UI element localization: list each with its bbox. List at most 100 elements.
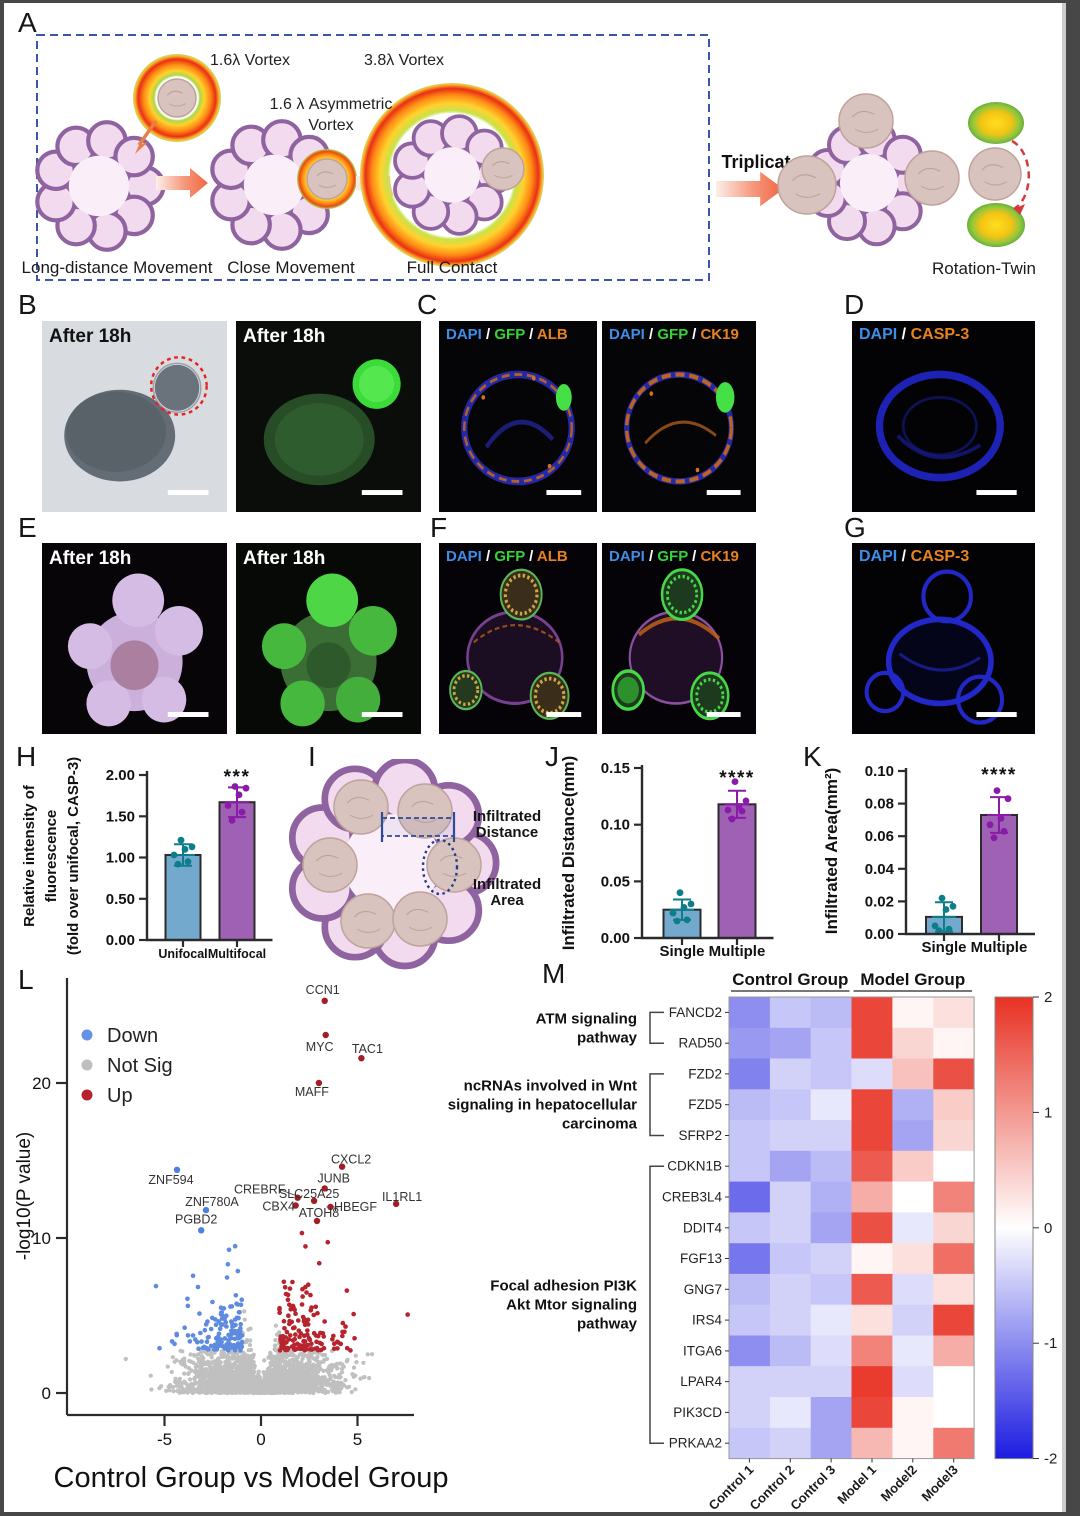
heatmap-cell <box>892 1150 934 1182</box>
panel-letter-d: D <box>844 289 865 320</box>
stain-header: DAPI / GFP / CK19 <box>609 548 739 565</box>
infiltrated-area-annotation <box>421 838 459 896</box>
heatmap-cell <box>892 997 934 1029</box>
heatmap-row-label: ITGA6 <box>683 1343 722 1358</box>
heatmap-cell <box>729 1058 771 1090</box>
panel-letter-m: M <box>542 958 566 989</box>
heatmap-cell <box>851 997 893 1029</box>
heatmap-cell <box>892 1212 934 1244</box>
gene-point-IL1RL1 <box>392 1200 400 1208</box>
heatmap-cell <box>892 1058 934 1090</box>
heatmap-cell <box>810 1150 852 1182</box>
gene-label-CBX4: CBX4 <box>262 1200 295 1214</box>
heatmap-cell <box>851 1027 893 1059</box>
heatmap-cell <box>933 1335 975 1367</box>
legend-dot-not-sig <box>81 1059 93 1071</box>
row-group-bracket <box>649 1011 664 1044</box>
panel-letter-k: K <box>803 741 822 772</box>
heatmap-cell <box>851 1366 893 1398</box>
heatmap-row-label: FGF13 <box>680 1251 722 1266</box>
heatmap-cell <box>769 1181 812 1213</box>
pathway-group-label: Focal adhesion PI3K <box>490 1278 637 1295</box>
legend-dot-down <box>81 1029 93 1041</box>
panel-letter-b: B <box>18 289 37 320</box>
pathway-group-label: Akt Mtor signaling <box>506 1297 637 1314</box>
stain-alb: ALB <box>536 326 568 343</box>
heatmap-cell <box>933 1212 975 1244</box>
heatmap-cell <box>810 1335 852 1367</box>
gene-point-CXCL2 <box>338 1163 346 1170</box>
heatmap-row-label: PRKAA2 <box>669 1436 722 1451</box>
tumor-spheroid <box>968 147 1022 201</box>
gene-label-CXCL2: CXCL2 <box>331 1153 371 1167</box>
scale-bar <box>546 712 582 718</box>
gene-label-ATOH8: ATOH8 <box>299 1206 340 1220</box>
x-axis-label: Control Group vs Model Group <box>54 1462 449 1494</box>
heatmap-cell <box>729 1120 771 1152</box>
heatmap-cell <box>892 1427 934 1459</box>
data-points <box>986 787 1012 842</box>
heatmap-row-label: CREB3L4 <box>662 1190 723 1205</box>
heatmap-cell <box>769 1304 812 1336</box>
x-tick-label: 5 <box>353 1430 362 1449</box>
vortex2-label-line2: Vortex <box>308 117 353 134</box>
heatmap-cell <box>810 1212 852 1244</box>
pathway-heatmap: FANCD2 RAD50 FZD2 FZD5 SFRP2 CDKN1B CREB… <box>448 970 1058 1512</box>
y-tick-label: 1.00 <box>106 850 135 867</box>
heatmap-cell <box>851 1335 893 1367</box>
stain-casp-3: CASP-3 <box>910 548 970 565</box>
scale-bar <box>706 490 741 496</box>
y-tick-label: 0.06 <box>865 828 894 845</box>
pathway-group-label: ATM signaling <box>536 1010 637 1027</box>
heatmap-cell <box>933 1181 975 1213</box>
heatmap-cell <box>810 1027 852 1059</box>
heatmap-cell <box>810 1304 852 1336</box>
pathway-group-label: signaling in hepatocellular <box>448 1097 637 1114</box>
micro-image-e2: After 18h <box>236 543 421 734</box>
heatmap-cell <box>769 1335 812 1367</box>
triplicate-spheroids <box>777 93 960 215</box>
heatmap-row-label: RAD50 <box>678 1036 722 1051</box>
stain-gfp: GFP <box>494 326 525 343</box>
heatmap-cell <box>933 1273 975 1305</box>
panel-letter-i: I <box>308 741 316 772</box>
row-group-bracket <box>649 1073 664 1137</box>
step-arrow-1 <box>156 168 208 198</box>
timepoint-label: After 18h <box>243 326 326 347</box>
heatmap-cell <box>769 1397 812 1429</box>
heatmap-cell <box>892 1304 934 1336</box>
bar-chart-k: 0.00 0.02 0.04 0.06 0.08 0.10 Single Multiple In… <box>822 763 1035 956</box>
significance-stars: **** <box>719 768 755 789</box>
bar-chart-j: 0.00 0.05 0.10 0.15 Single Multiple Infiltrate… <box>559 756 774 960</box>
bar-unifocal <box>164 854 202 941</box>
heatmap-cell <box>729 1273 771 1305</box>
legend-label: Down <box>107 1025 158 1047</box>
heatmap-cell <box>729 1089 771 1121</box>
vortex1-label: 1.6λ Vortex <box>210 52 290 69</box>
stain-separator: / <box>897 548 911 565</box>
heatmap-cell <box>892 1335 934 1367</box>
y-tick-label: 0 <box>42 1384 51 1403</box>
rotation-twin-label: Rotation-Twin <box>932 259 1036 278</box>
heatmap-row-label: CDKN1B <box>667 1159 722 1174</box>
stain-dapi: DAPI <box>609 326 645 343</box>
gene-point-CBX4 <box>292 1202 299 1209</box>
scale-bar <box>167 712 209 718</box>
colorbar-tick-label: 1 <box>1044 1104 1052 1121</box>
heatmap-row-label: FZD5 <box>688 1097 722 1112</box>
heatmap-cell <box>933 1150 975 1182</box>
heatmap-row-label: LPAR4 <box>680 1374 722 1389</box>
stain-header: DAPI / GFP / CK19 <box>609 326 739 343</box>
stain-separator: / <box>687 326 701 343</box>
stain-ck19: CK19 <box>700 548 739 565</box>
heatmap-cell <box>729 1335 771 1367</box>
panel-letter-h: H <box>16 741 37 772</box>
heatmap-cell <box>810 1273 852 1305</box>
y-axis-label: Relative intensity of fluorescence (fold o… <box>21 757 82 955</box>
heatmap-cell <box>769 1027 812 1059</box>
heatmap-cell <box>729 1304 771 1336</box>
infiltrated-distance-line1: Infiltrated <box>472 808 542 825</box>
stain-header: DAPI / CASP-3 <box>859 326 969 344</box>
heatmap-cell <box>810 1366 852 1398</box>
heatmap-cell <box>851 1150 893 1182</box>
